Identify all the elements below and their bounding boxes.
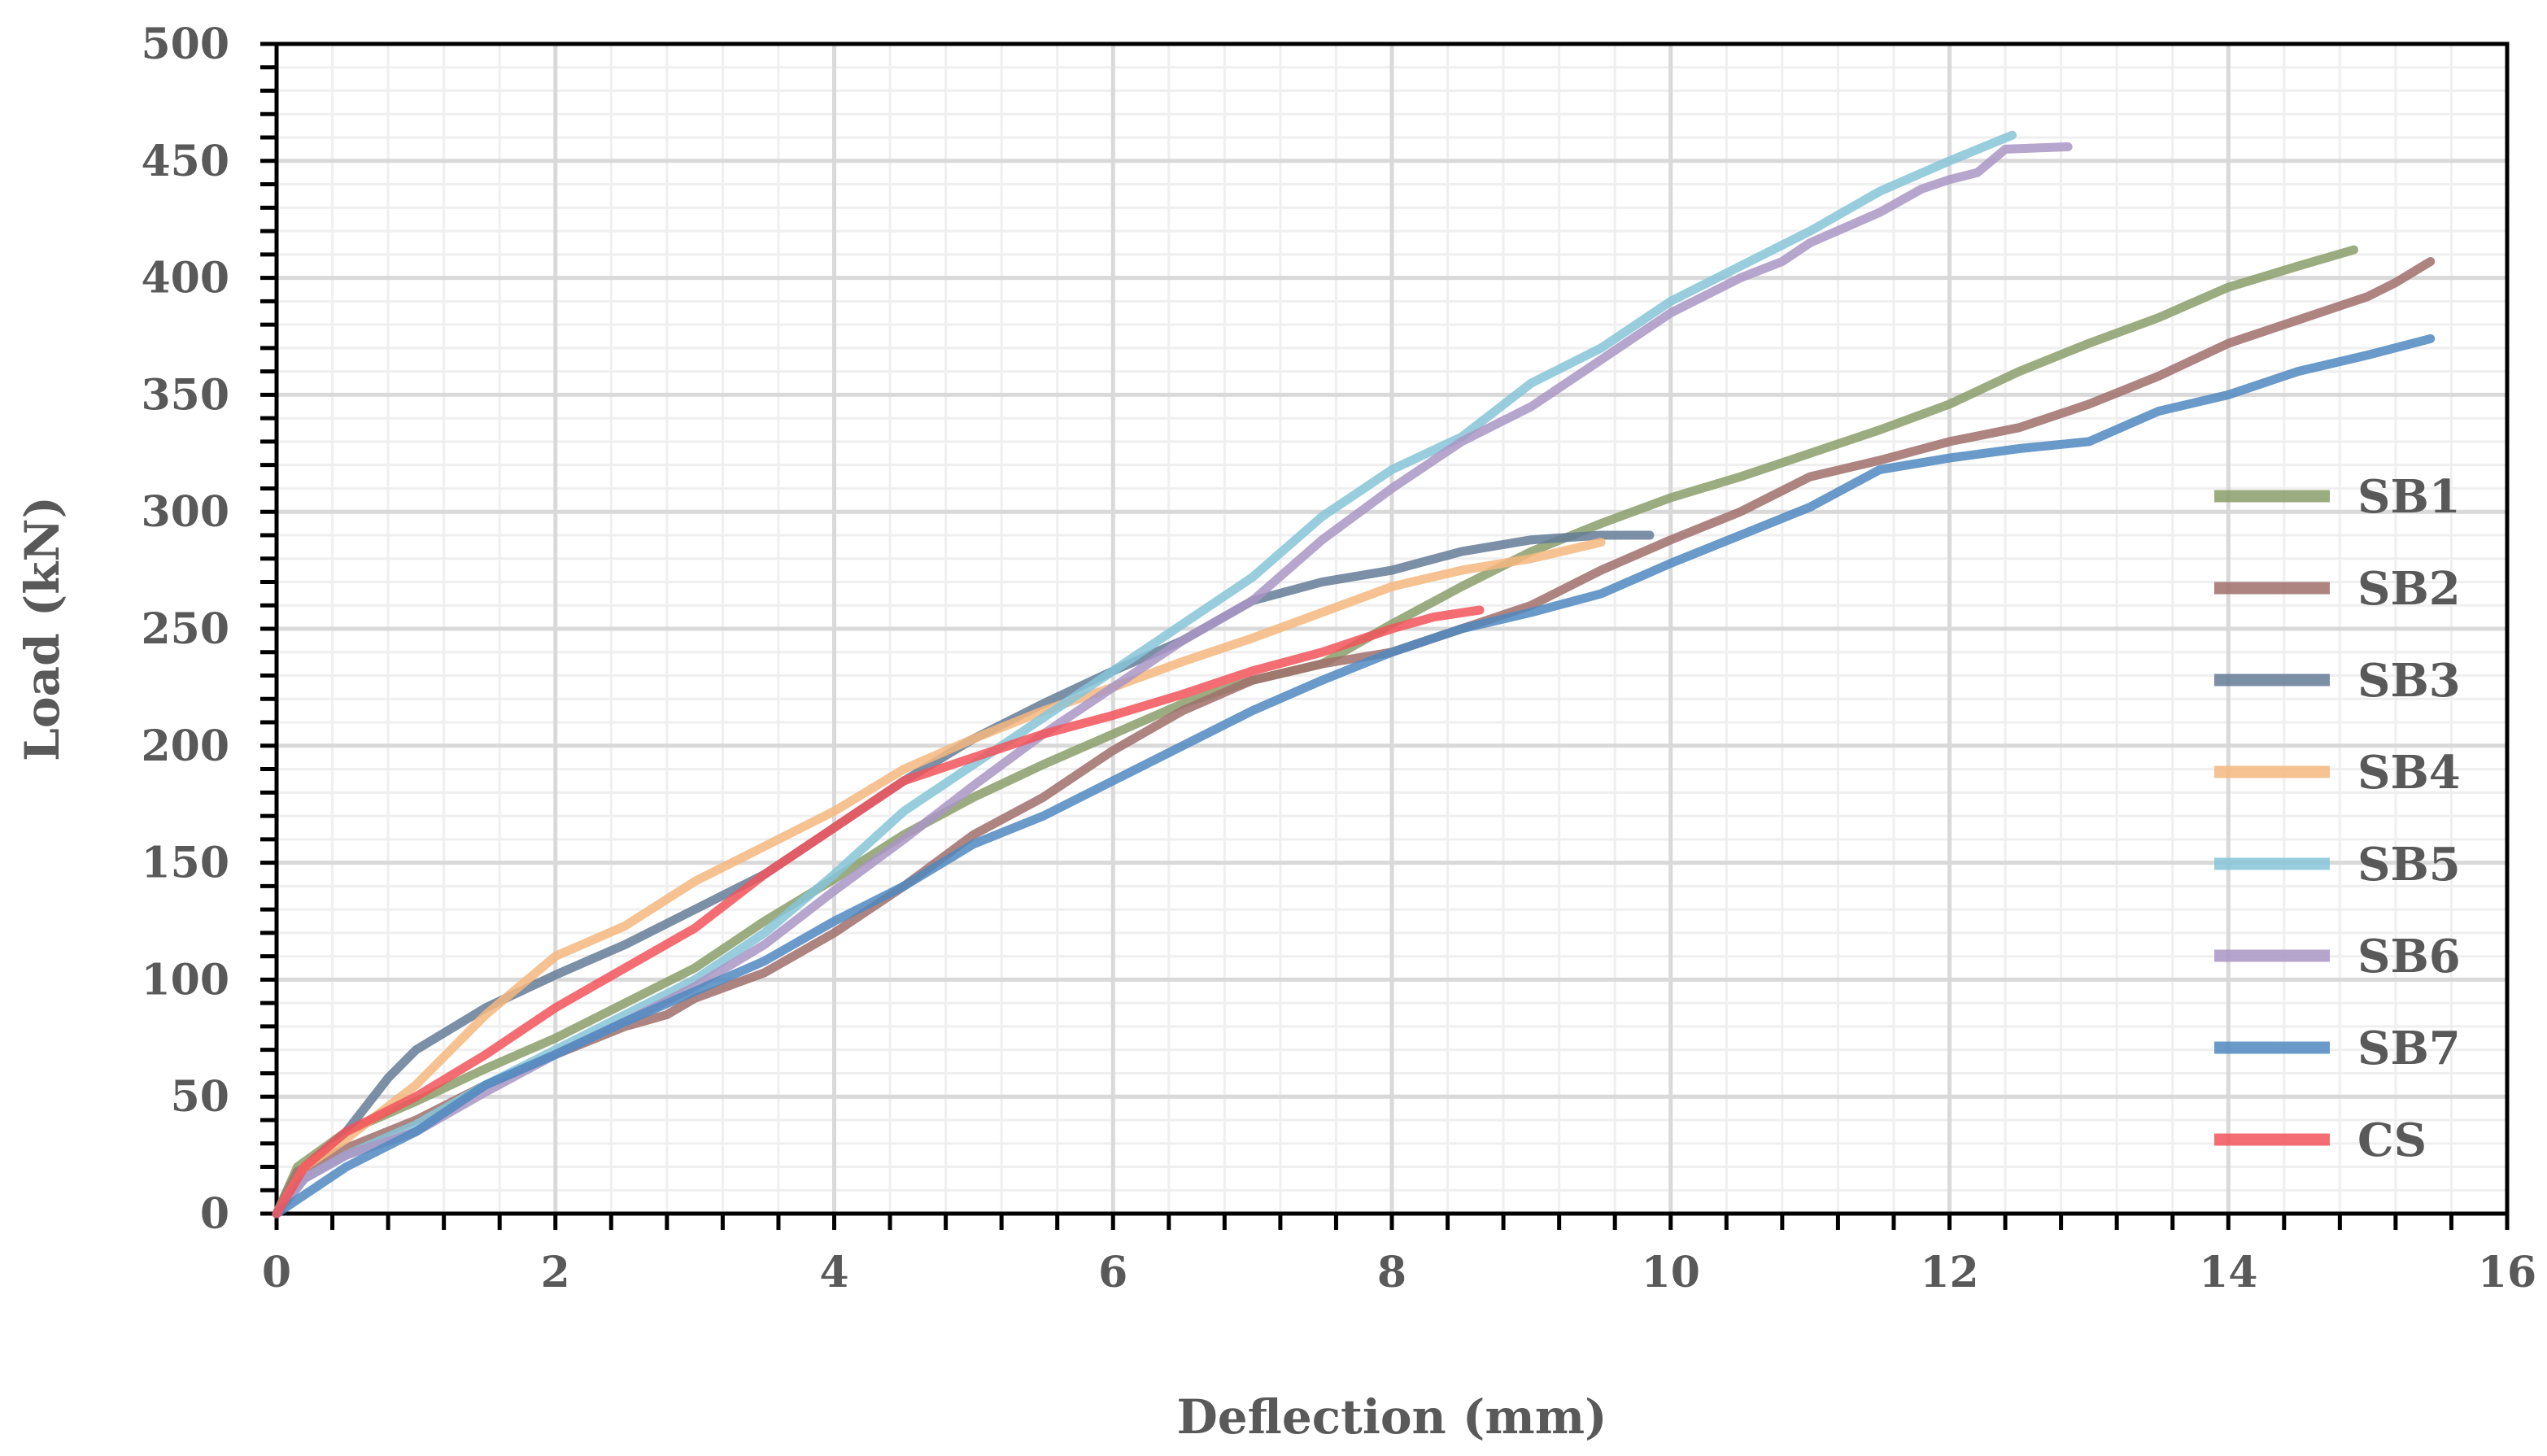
y-tick-label: 250 — [141, 604, 229, 654]
y-tick-label: 500 — [141, 20, 229, 69]
y-tick-label: 150 — [141, 839, 229, 888]
y-tick-label: 100 — [141, 955, 229, 1005]
x-tick-label: 0 — [262, 1248, 291, 1297]
y-tick-label: 400 — [141, 254, 229, 303]
legend-label-sb5: SB5 — [2357, 838, 2461, 891]
series-line-sb7 — [272, 333, 2436, 1218]
series-line-cs — [272, 605, 1485, 1218]
legend-label-sb4: SB4 — [2357, 746, 2461, 800]
data-series — [272, 130, 2436, 1218]
legend: SB1 SB2 SB3 SB4 SB5 SB6 SB7 CS — [2214, 470, 2461, 1167]
legend-label-sb6: SB6 — [2357, 930, 2461, 983]
y-tick-label: 0 — [200, 1189, 229, 1239]
y-tick-label: 300 — [141, 487, 229, 537]
x-tick-label: 6 — [1098, 1248, 1127, 1297]
y-tick-label: 200 — [141, 721, 229, 771]
x-tick-label: 8 — [1377, 1248, 1407, 1297]
x-tick-label: 10 — [1642, 1248, 1700, 1297]
x-tick-label: 2 — [541, 1248, 570, 1297]
y-axis-title: Load (kN) — [15, 496, 70, 761]
x-tick-label: 16 — [2478, 1248, 2536, 1297]
legend-label-sb3: SB3 — [2357, 654, 2461, 708]
y-tick-label: 450 — [141, 137, 229, 186]
x-axis-title: Deflection (mm) — [1176, 1389, 1607, 1445]
y-tick-label: 50 — [171, 1072, 229, 1122]
series-line-sb2 — [272, 257, 2436, 1218]
x-tick-label: 4 — [819, 1248, 848, 1297]
legend-label-sb2: SB2 — [2357, 562, 2461, 616]
x-tick-label: 12 — [1920, 1248, 1978, 1297]
axis-tick-marks — [260, 41, 2510, 1230]
x-tick-label: 14 — [2199, 1248, 2257, 1297]
x-axis-tick-labels: 0 2 4 6 8 10 12 14 16 — [262, 1248, 2536, 1297]
y-axis-tick-labels: 0 50 100 150 200 250 300 350 400 450 500 — [141, 20, 229, 1239]
series-line-sb4 — [272, 538, 1606, 1218]
legend-label-cs: CS — [2357, 1114, 2427, 1167]
legend-label-sb7: SB7 — [2357, 1022, 2461, 1075]
y-tick-label: 350 — [141, 370, 229, 420]
legend-label-sb1: SB1 — [2357, 470, 2461, 524]
